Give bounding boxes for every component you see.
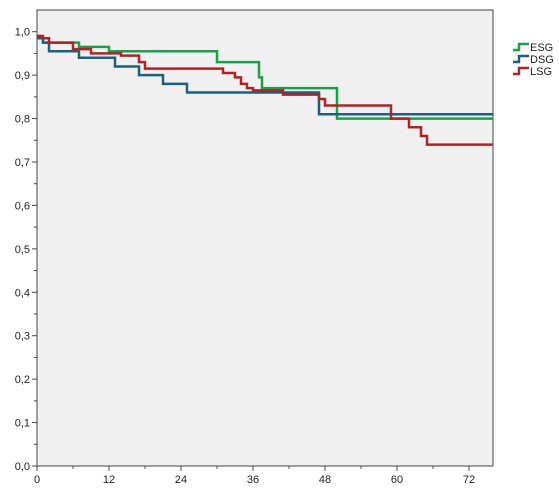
y-tick-label: 0,6 xyxy=(15,200,30,212)
y-tick-label: 0,0 xyxy=(15,461,30,473)
y-tick-label: 0,9 xyxy=(15,70,30,82)
y-tick-label: 0,3 xyxy=(15,331,30,343)
y-tick-label: 0,4 xyxy=(15,287,30,299)
legend-label-esg: ESG xyxy=(530,42,553,54)
x-tick-label: 48 xyxy=(319,474,331,486)
legend-swatch-esg xyxy=(513,42,529,52)
x-tick-label: 72 xyxy=(463,474,475,486)
y-tick-label: 0,8 xyxy=(15,114,30,126)
y-tick-label: 0,1 xyxy=(15,418,30,430)
x-tick-label: 60 xyxy=(391,474,403,486)
y-tick-label: 0,2 xyxy=(15,374,30,386)
x-axis: 0 12 24 36 48 60 72 xyxy=(34,466,475,486)
series-line-lsg xyxy=(37,34,493,146)
x-tick-label: 12 xyxy=(103,474,115,486)
y-tick-label: 0,7 xyxy=(15,157,30,169)
x-tick-label: 36 xyxy=(247,474,259,486)
y-axis: 0,0 0,1 0,2 0,3 0,4 0,5 0,6 0,7 0,8 0,9 1,0 xyxy=(15,27,37,473)
legend-swatch-lsg xyxy=(513,66,529,76)
legend-label-dsg: DSG xyxy=(530,54,554,66)
legend-swatch-dsg xyxy=(513,54,529,64)
series-layer xyxy=(37,34,493,146)
legend-label-lsg: LSG xyxy=(530,66,552,78)
x-tick-label: 24 xyxy=(175,474,187,486)
y-tick-label: 1,0 xyxy=(15,27,30,39)
y-tick-label: 0,5 xyxy=(15,244,30,256)
plot-area xyxy=(36,9,494,467)
x-tick-label: 0 xyxy=(34,474,40,486)
